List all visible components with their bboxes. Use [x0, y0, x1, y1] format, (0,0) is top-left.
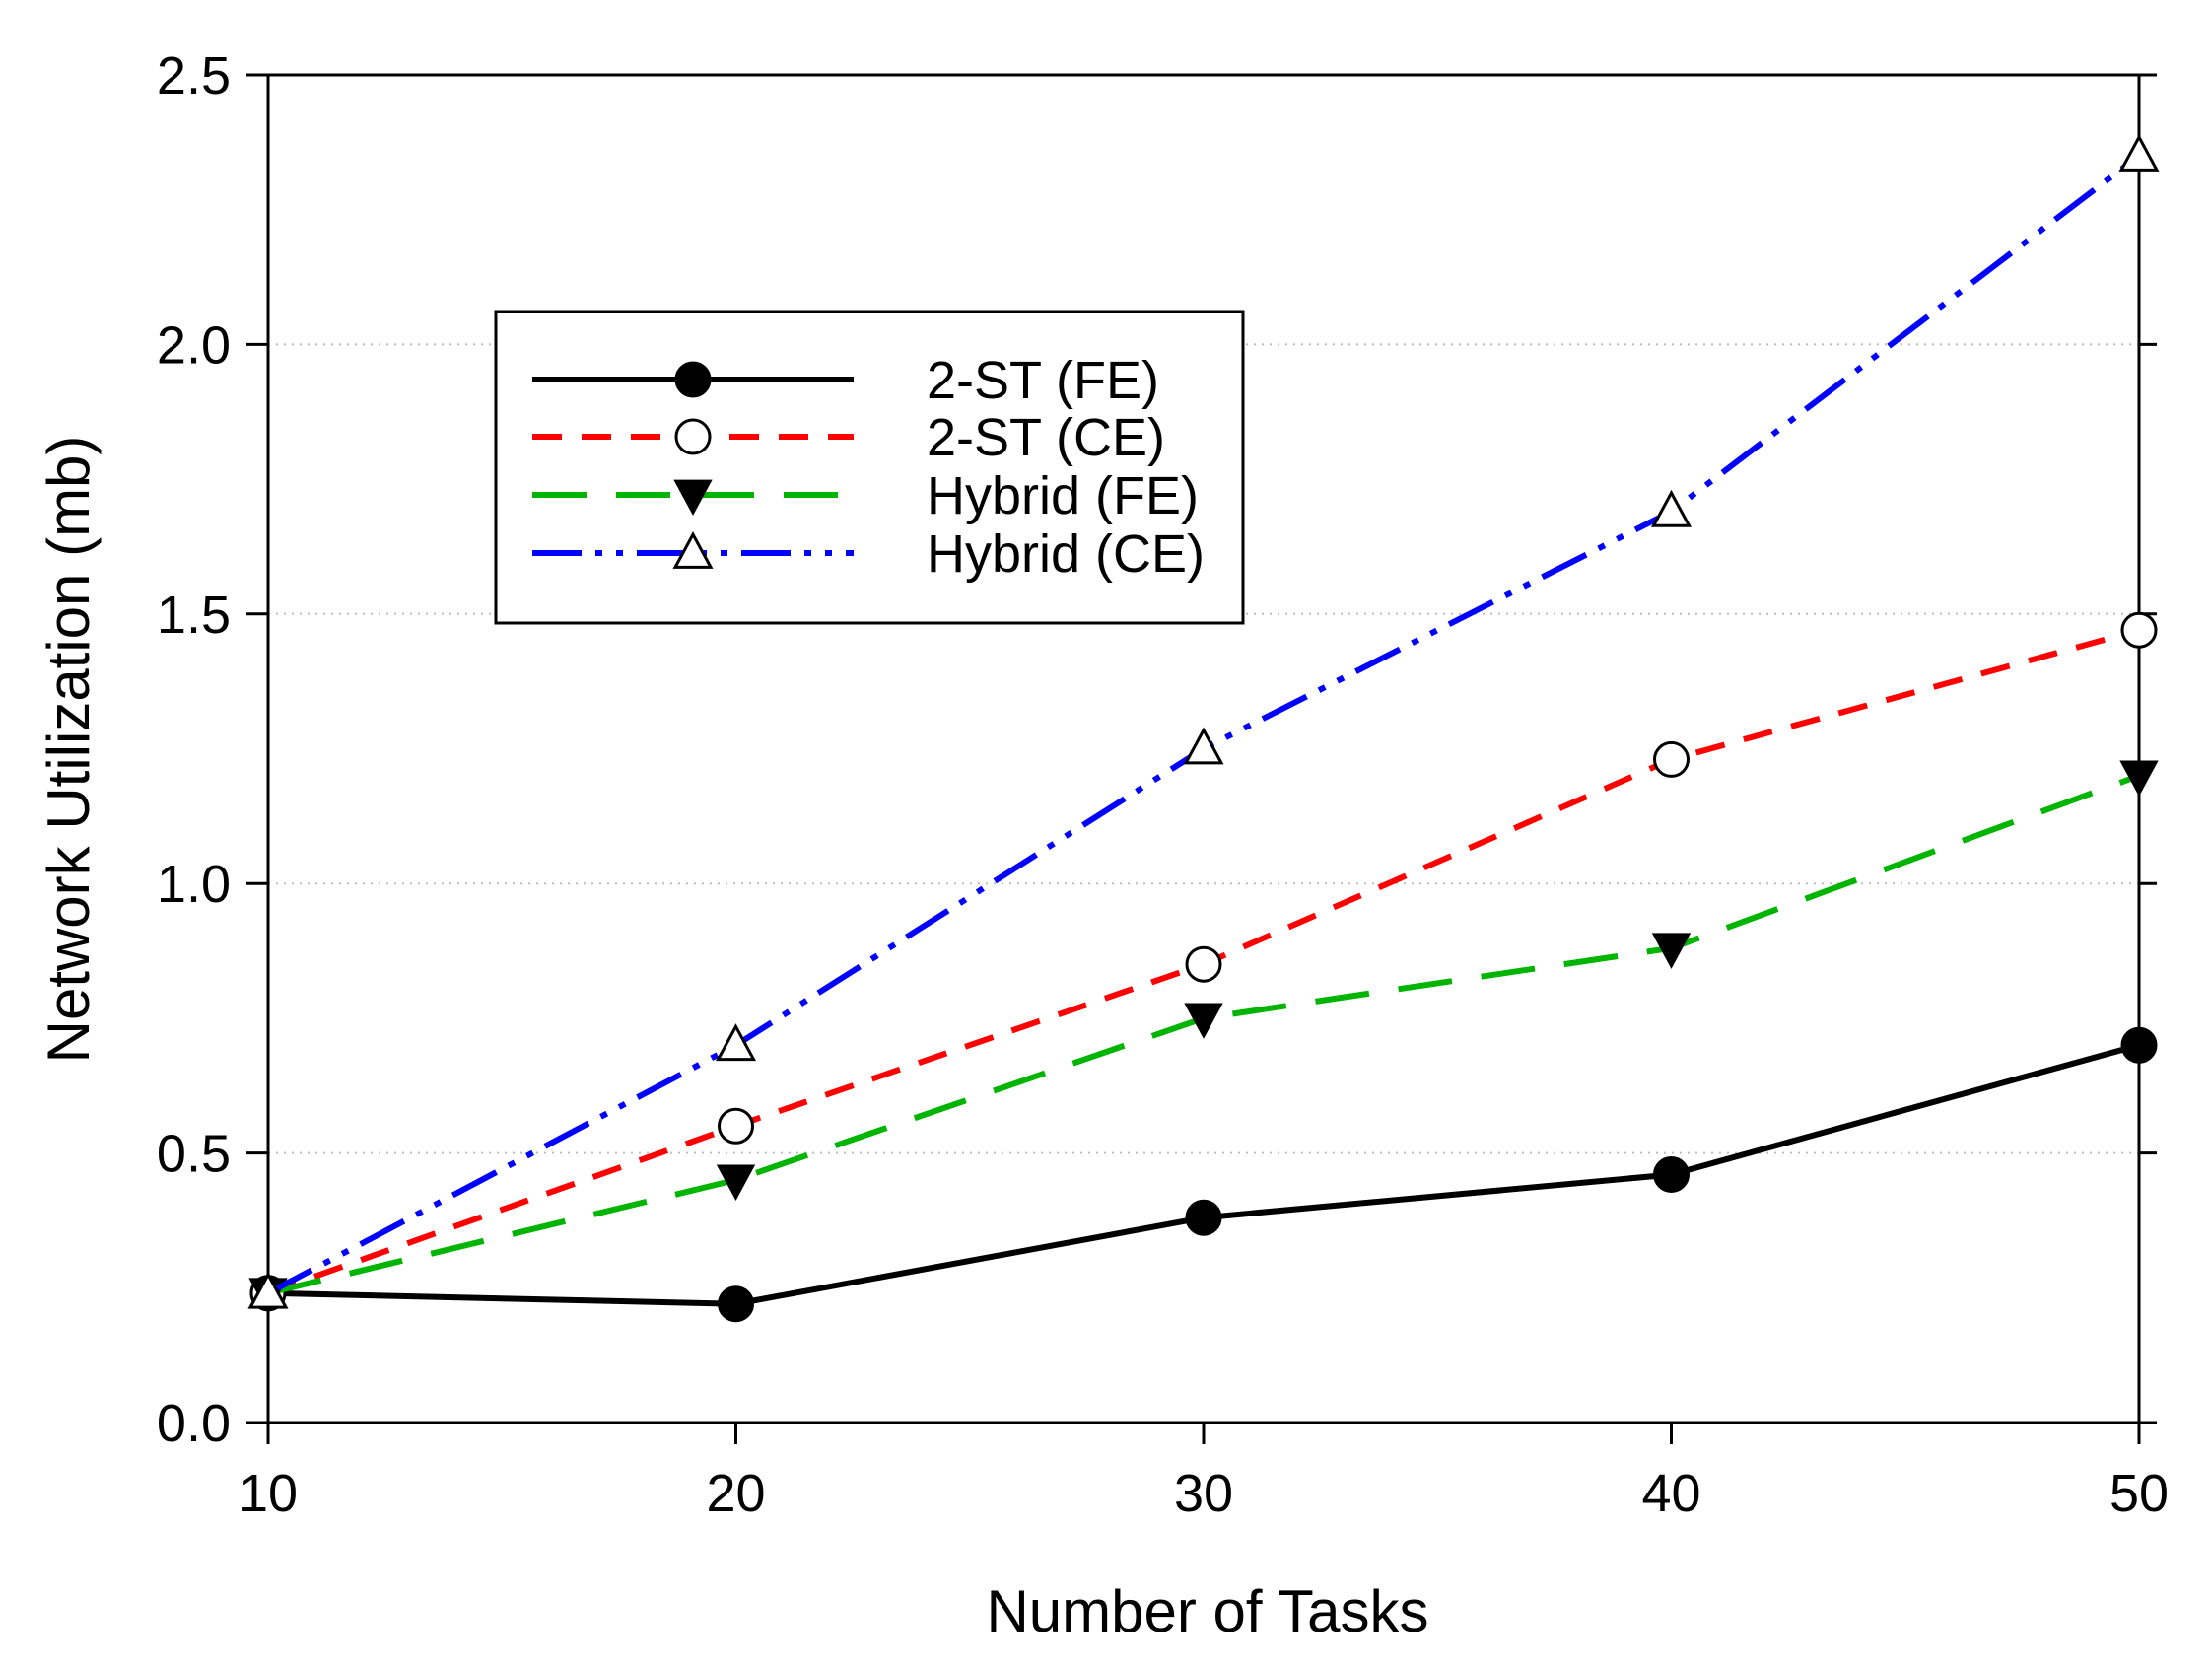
- data-point-3-2: [1183, 727, 1224, 765]
- y-tick-label-3: 1.5: [157, 586, 231, 645]
- legend: 2-ST (FE)2-ST (CE)Hybrid (FE)Hybrid (CE): [494, 310, 1245, 625]
- data-point-2-2: [1184, 1003, 1223, 1039]
- data-point-3-1: [715, 1023, 757, 1062]
- series-3: [247, 133, 2160, 1309]
- x-tick-label-3: 40: [1641, 1464, 1700, 1523]
- legend-item-2: Hybrid (FE): [532, 466, 1199, 525]
- y-tick-label-2: 1.0: [157, 855, 231, 914]
- legend-marker-1: [674, 418, 712, 455]
- y-tick-label-4: 2.0: [157, 315, 231, 375]
- data-point-2-3: [1651, 933, 1692, 969]
- x-tick-label-0: 10: [239, 1464, 298, 1523]
- legend-box: [494, 310, 1245, 625]
- y-axis-label: Network Utilization (mb): [35, 436, 102, 1064]
- data-point-3-3: [1650, 489, 1693, 527]
- series-group: [247, 133, 2160, 1323]
- series-1: [249, 611, 2158, 1312]
- x-tick-label-2: 30: [1174, 1464, 1233, 1523]
- data-point-1-1: [718, 1107, 754, 1145]
- x-tick-label-4: 50: [2109, 1464, 2169, 1523]
- x-axis-label: Number of Tasks: [986, 1578, 1428, 1644]
- legend-item-1: 2-ST (CE): [532, 408, 1165, 467]
- series-line-0: [267, 1042, 2140, 1307]
- legend-item-0: 2-ST (FE): [532, 351, 1159, 410]
- data-point-2-1: [716, 1164, 756, 1201]
- data-point-1-2: [1185, 945, 1222, 983]
- legend-label-3: Hybrid (CE): [927, 524, 1205, 584]
- data-point-0-1: [718, 1285, 754, 1323]
- series-0: [249, 1026, 2158, 1323]
- legend-label-2: Hybrid (FE): [927, 466, 1199, 525]
- series-2: [248, 760, 2159, 1314]
- data-point-0-3: [1653, 1155, 1690, 1193]
- legend-marker-3: [672, 530, 714, 569]
- data-point-3-0: [247, 1271, 289, 1309]
- data-point-2-4: [2119, 760, 2159, 797]
- legend-label-1: 2-ST (CE): [927, 408, 1165, 467]
- legend-marker-0: [674, 361, 712, 398]
- data-point-1-3: [1653, 740, 1690, 778]
- series-line-2: [267, 773, 2141, 1296]
- axes: 0.0 0.5 1.0 1.5 2.0 2.5 10 20 30 40 50: [157, 46, 2169, 1523]
- y-tick-label-1: 0.5: [157, 1125, 231, 1184]
- data-point-0-2: [1185, 1199, 1222, 1236]
- data-point-3-4: [2118, 133, 2160, 172]
- legend-marker-2: [673, 479, 713, 517]
- data-point-0-4: [2120, 1026, 2158, 1064]
- data-point-1-4: [2120, 611, 2158, 649]
- legend-label-0: 2-ST (FE): [927, 351, 1159, 410]
- y-tick-label-5: 2.5: [157, 46, 231, 105]
- y-tick-label-0: 0.0: [157, 1394, 231, 1453]
- x-tick-label-1: 20: [706, 1464, 765, 1523]
- legend-item-3: Hybrid (CE): [532, 524, 1205, 584]
